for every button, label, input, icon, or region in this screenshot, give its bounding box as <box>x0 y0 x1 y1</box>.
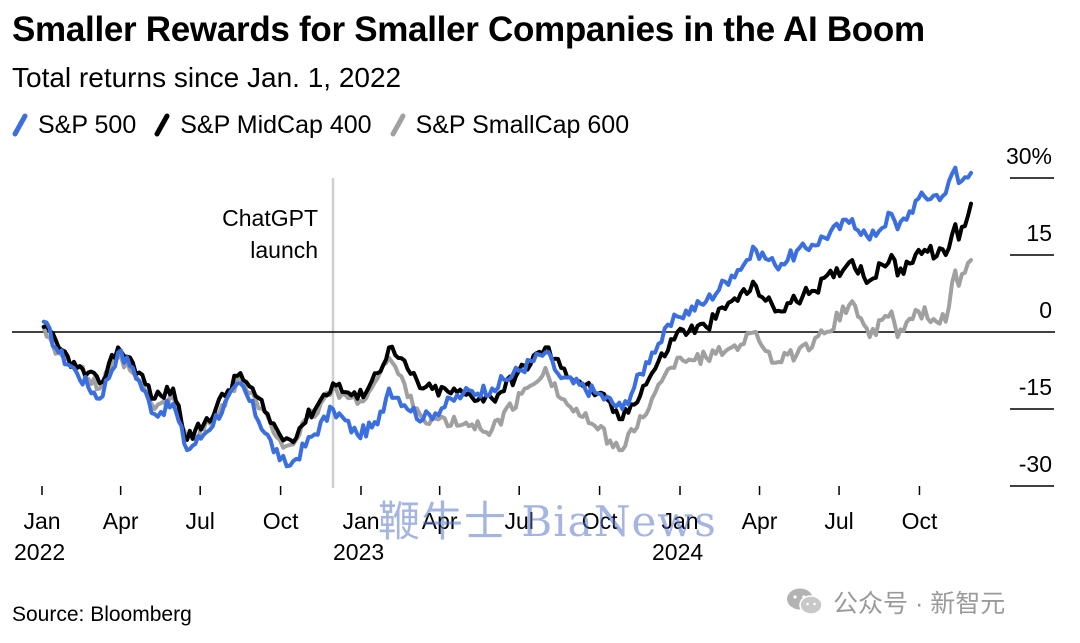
y-tick-label--15: -15 <box>1019 374 1052 400</box>
y-tick-label--30: -30 <box>1019 451 1052 477</box>
x-tick-label-6: Jul <box>504 508 533 534</box>
x-tick-label-10: Jul <box>824 508 853 534</box>
x-tick-label-9: Apr <box>742 508 778 534</box>
legend-label-sp500: S&P 500 <box>38 110 137 139</box>
wechat-credit: 公众号 · 新智元 <box>785 584 1005 620</box>
annotation-label-line-1: ChatGPT <box>222 205 318 231</box>
x-tick-label-4: Jan <box>342 508 379 534</box>
y-tick-label-0: 0 <box>1039 297 1052 323</box>
series-line-s-p-500 <box>41 165 973 469</box>
legend-item-smallcap: S&P SmallCap 600 <box>390 108 630 142</box>
legend-swatch-midcap <box>154 113 170 137</box>
wechat-icon <box>787 588 823 615</box>
source-note: Source: Bloomberg <box>12 603 192 626</box>
chart-title: Smaller Rewards for Smaller Companies in… <box>12 10 925 49</box>
wechat-channel-label: 公众号 · 新智元 <box>833 590 1006 618</box>
legend-swatch-sp500 <box>12 113 28 137</box>
x-tick-label-5: Apr <box>422 508 458 534</box>
series-line-s-p-midcap-400 <box>41 201 973 445</box>
x-tick-label-3: Oct <box>263 508 299 534</box>
legend-item-midcap: S&P MidCap 400 <box>154 108 372 142</box>
x-tick-label-7: Oct <box>582 508 618 534</box>
legend: S&P 500 S&P MidCap 400 S&P SmallCap 600 <box>12 108 647 142</box>
chart-subtitle: Total returns since Jan. 1, 2022 <box>12 62 402 93</box>
legend-item-sp500: S&P 500 <box>12 108 136 142</box>
x-tick-label-0: Jan <box>23 508 60 534</box>
watermark-text: 鞭牛士 BiaNews <box>378 497 717 546</box>
legend-label-midcap: S&P MidCap 400 <box>180 110 372 139</box>
y-tick-label-30: 30% <box>1006 143 1052 169</box>
x-year-label-2024: 2024 <box>652 539 703 565</box>
x-year-label-2023: 2023 <box>333 539 384 565</box>
legend-label-smallcap: S&P SmallCap 600 <box>415 110 630 139</box>
x-tick-label-11: Oct <box>902 508 938 534</box>
x-tick-label-8: Jan <box>661 508 698 534</box>
legend-swatch-smallcap <box>390 113 406 137</box>
x-year-label-2022: 2022 <box>14 539 65 565</box>
y-tick-label-15: 15 <box>1026 220 1052 246</box>
x-tick-label-1: Apr <box>103 508 139 534</box>
x-tick-label-2: Jul <box>185 508 214 534</box>
annotation-label-line-2: launch <box>250 237 318 263</box>
